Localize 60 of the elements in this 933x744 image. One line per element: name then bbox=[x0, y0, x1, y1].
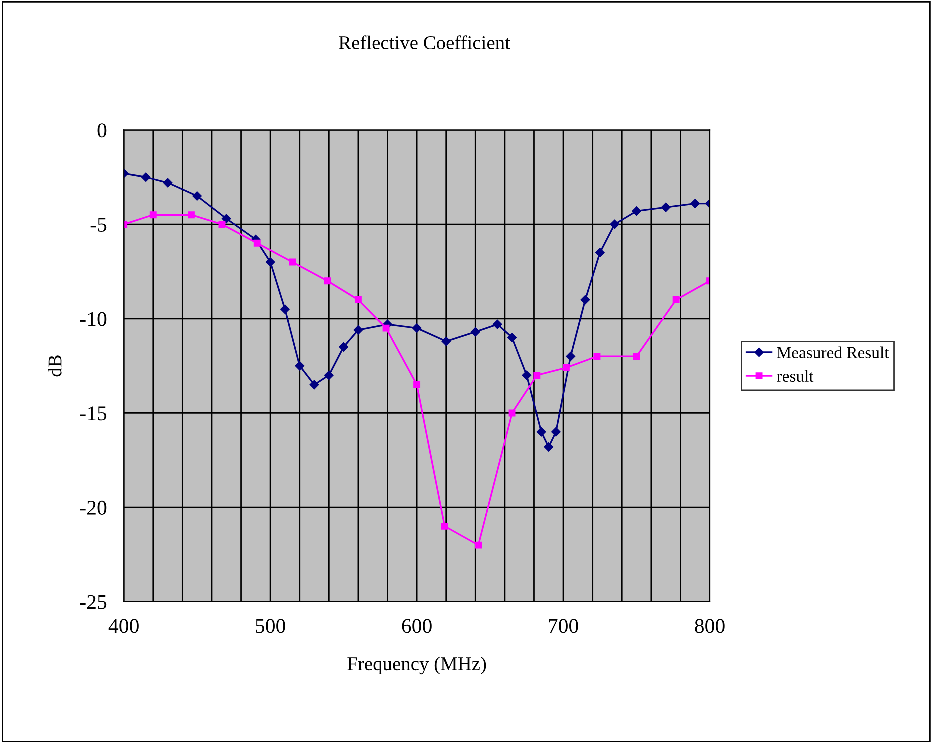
point bbox=[222, 214, 232, 224]
point bbox=[295, 361, 304, 371]
x-tick-label: 400 bbox=[108, 619, 139, 634]
point bbox=[475, 542, 482, 549]
point bbox=[632, 206, 642, 216]
point bbox=[492, 320, 502, 330]
point bbox=[562, 364, 570, 372]
point bbox=[661, 202, 671, 212]
point bbox=[188, 212, 195, 219]
legend-label: result bbox=[777, 370, 814, 382]
point bbox=[580, 295, 590, 305]
point bbox=[596, 248, 605, 258]
point bbox=[192, 192, 202, 201]
point bbox=[150, 212, 157, 219]
point bbox=[508, 333, 517, 342]
x-tick-label: 800 bbox=[695, 619, 725, 634]
point bbox=[522, 370, 532, 380]
point bbox=[382, 324, 390, 332]
chart-title: Reflective Coefficient bbox=[339, 36, 510, 50]
legend-label: Measured Result bbox=[777, 346, 890, 358]
point bbox=[552, 427, 561, 437]
point bbox=[441, 522, 448, 530]
point bbox=[610, 220, 620, 230]
point bbox=[324, 370, 334, 380]
point bbox=[508, 410, 516, 417]
y-tick-label: -25 bbox=[80, 595, 107, 610]
point bbox=[414, 381, 421, 388]
point bbox=[536, 427, 546, 437]
point bbox=[690, 199, 700, 208]
point bbox=[354, 296, 362, 304]
point bbox=[442, 336, 451, 346]
x-tick-label: 500 bbox=[256, 619, 286, 634]
x-tick-label: 700 bbox=[549, 619, 578, 634]
point bbox=[289, 258, 296, 266]
point bbox=[354, 326, 364, 335]
point bbox=[280, 304, 290, 314]
x-tick-label: 600 bbox=[402, 619, 432, 634]
y-tick-label: -5 bbox=[90, 218, 107, 232]
y-axis-title: dB bbox=[48, 356, 62, 377]
point bbox=[324, 278, 332, 285]
point bbox=[471, 327, 480, 337]
point bbox=[594, 353, 601, 360]
point bbox=[566, 352, 576, 362]
point bbox=[141, 172, 151, 182]
y-tick-label: -20 bbox=[80, 500, 107, 515]
x-axis-title: Frequency (MHz) bbox=[348, 656, 486, 675]
point bbox=[254, 240, 261, 247]
point bbox=[412, 324, 422, 333]
point bbox=[218, 221, 226, 228]
y-tick-label: -10 bbox=[80, 312, 107, 326]
point bbox=[544, 442, 554, 452]
point bbox=[163, 178, 173, 188]
point bbox=[339, 342, 348, 352]
point bbox=[266, 258, 276, 267]
point bbox=[310, 380, 320, 390]
point bbox=[633, 353, 640, 360]
y-tick-label: 0 bbox=[98, 124, 107, 138]
point bbox=[672, 296, 680, 304]
y-tick-label: -15 bbox=[80, 406, 107, 421]
point bbox=[534, 372, 541, 379]
